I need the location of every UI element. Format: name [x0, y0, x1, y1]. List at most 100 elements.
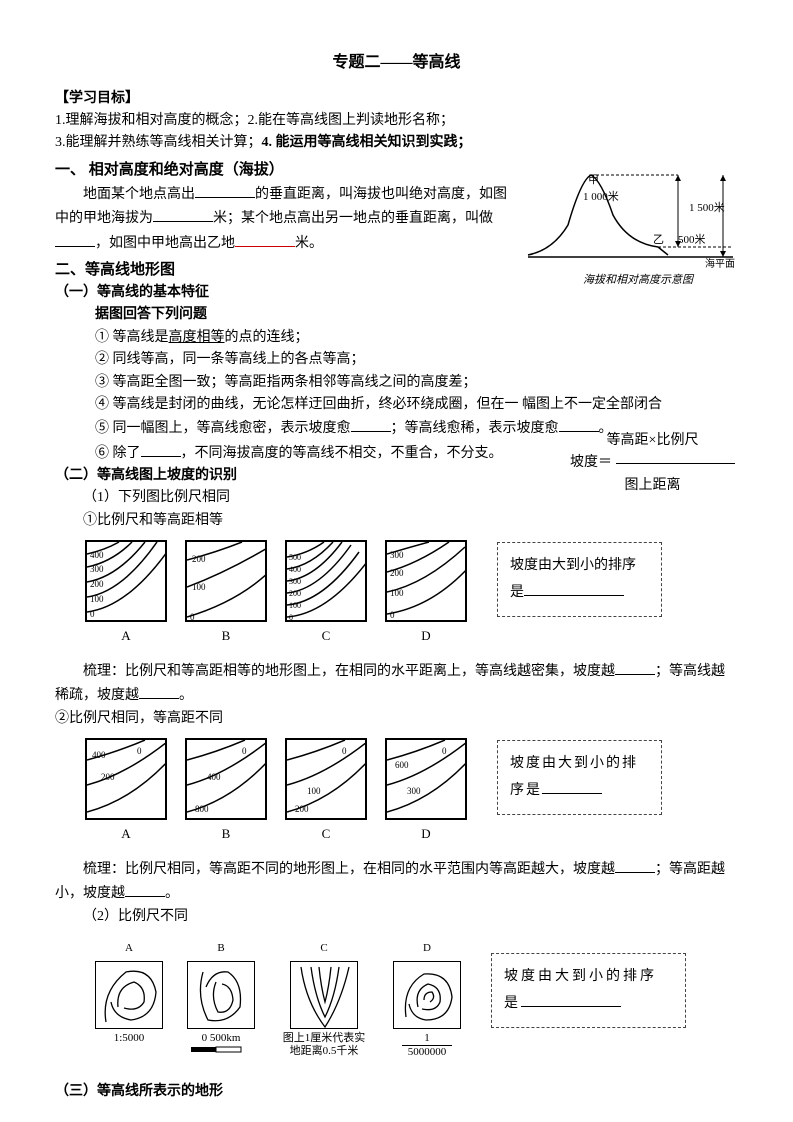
svg-text:0: 0	[289, 613, 293, 622]
s1-e: 米。	[295, 236, 323, 251]
c1a: 梳理：比例尺和等高距相等的地形图上，在相同的水平距离上，等高线越密集，坡度越	[83, 664, 615, 679]
formula-mid: 坡度＝	[570, 452, 612, 474]
c2c: 。	[165, 886, 179, 901]
sd-top: 1	[402, 1032, 452, 1046]
blank-3[interactable]	[55, 231, 95, 247]
svg-text:100: 100	[390, 588, 404, 598]
svg-text:100: 100	[289, 601, 301, 610]
map-1d-label: D	[421, 626, 430, 647]
sbt: 0 500km	[202, 1032, 241, 1044]
svg-text:0: 0	[442, 746, 447, 756]
li-4: ④ 等高线是封闭的曲线，无论怎样迂回曲折，终必环绕成圈，但在一 幅图上不一定全部…	[55, 394, 738, 416]
li1c: 的点的连线；	[225, 330, 309, 345]
svg-text:100: 100	[307, 786, 321, 796]
section-2-1-header: （一）等高线的基本特征	[55, 282, 511, 304]
blank-2[interactable]	[153, 206, 213, 222]
goal-line-2: 3.能理解并熟练等高线相关计算；4. 能运用等高线相关知识到实践；	[55, 132, 738, 154]
svg-text:200: 200	[192, 554, 206, 564]
s1-a: 地面某个地点高出	[83, 187, 195, 202]
s1-c: 米；某个地点高出另一地点的垂直距离，叫做	[213, 211, 493, 226]
map-1c: 0100200300400500	[285, 540, 367, 622]
svg-text:300: 300	[90, 564, 104, 574]
c2a: 梳理：比例尺相同，等高距不同的地形图上，在相同的水平范围内等高距越大，坡度越	[83, 862, 615, 877]
svg-text:0: 0	[190, 612, 195, 622]
blank-7[interactable]	[141, 441, 181, 457]
blank-ab3[interactable]	[521, 991, 621, 1007]
map-1c-label: C	[322, 626, 331, 647]
mountain-diagram: 1 000米 1 500米 500米 海平面 海拔和相对高度示意图 甲 乙	[523, 155, 738, 285]
svg-text:乙: 乙	[653, 233, 664, 246]
blank-ab2[interactable]	[542, 778, 602, 794]
blank-c2a[interactable]	[615, 857, 655, 873]
ab2-b: 序是	[510, 783, 542, 798]
sd-bot: 5000000	[402, 1046, 452, 1059]
blank-c2b[interactable]	[125, 881, 165, 897]
blank-ab1[interactable]	[524, 580, 624, 596]
map-2b-label: B	[222, 824, 231, 845]
svg-text:400: 400	[289, 565, 301, 574]
svg-text:400: 400	[90, 550, 104, 560]
scale-c-text: 图上1厘米代表实地距离0.5千米	[279, 1032, 369, 1058]
scale-map-d	[393, 961, 461, 1029]
svg-text:100: 100	[90, 594, 104, 604]
svg-text:0: 0	[137, 746, 142, 756]
map-2c: 0100200	[285, 738, 367, 820]
goal-2-a: 3.能理解并熟练等高线相关计算；	[55, 135, 262, 150]
svg-text:200: 200	[295, 804, 309, 814]
right-label: 1 500米	[689, 201, 725, 214]
section-2-header: 二、等高线地形图	[55, 258, 511, 282]
map-2d: 0300600	[385, 738, 467, 820]
svg-text:200: 200	[289, 589, 301, 598]
svg-text:400: 400	[92, 750, 106, 760]
slope-formula: 等高距×比例尺 坡度＝ 图上距离	[570, 430, 735, 497]
scale-c-letter: C	[320, 940, 327, 958]
svg-text:100: 100	[192, 582, 206, 592]
map-2a: 0200400	[85, 738, 167, 820]
scale-d-letter: D	[423, 940, 431, 958]
scale-d-text: 15000000	[402, 1032, 452, 1059]
li1a: ① 等高线是	[95, 330, 169, 345]
q1-2: ②比例尺相同，等高距不同	[55, 708, 738, 730]
svg-text:甲: 甲	[588, 174, 599, 186]
s1-d: ，如图中甲地高出乙地	[95, 236, 235, 251]
scale-map-c	[290, 961, 358, 1029]
svg-text:0: 0	[90, 609, 95, 619]
scale-map-b	[187, 961, 255, 1029]
goal-line-1: 1.理解海拔和相对高度的概念；2.能在等高线图上判读地形名称；	[55, 110, 738, 132]
svg-text:300: 300	[407, 786, 421, 796]
svg-text:300: 300	[390, 550, 404, 560]
svg-text:200: 200	[390, 568, 404, 578]
svg-text:500: 500	[289, 553, 301, 562]
blank-c1b[interactable]	[139, 683, 179, 699]
sea-label: 海平面	[705, 257, 735, 270]
svg-text:0: 0	[242, 746, 247, 756]
blank-c1a[interactable]	[615, 659, 655, 675]
li-1: ① 等高线是高度相等的点的连线；	[55, 327, 738, 349]
scale-b-text: 0 500km	[191, 1032, 251, 1058]
li6a: ⑥ 除了	[95, 446, 141, 461]
maps-row-2: 0200400A 0400800B 0100200C 0300600D	[85, 738, 467, 845]
scale-b-letter: B	[217, 940, 224, 958]
scale-a-text: 1:5000	[114, 1032, 145, 1045]
section-1-para: 地面某个地点高出的垂直距离，叫海拔也叫绝对高度，如图中的甲地海拔为米；某个地点高…	[55, 182, 511, 255]
answer-box-3: 坡度由大到小的排序是	[491, 953, 686, 1028]
goal-2-b: 4. 能运用等高线相关知识到实践；	[262, 135, 472, 150]
sec2-1-sub: 据图回答下列问题	[55, 304, 738, 326]
blank-4[interactable]	[235, 231, 295, 247]
section-1-header: 一、 相对高度和绝对高度（海拔）	[55, 158, 511, 182]
li1b: 高度相等	[169, 330, 225, 345]
section-2-3-header: （三）等高线所表示的地形	[55, 1081, 738, 1103]
q1-1: ①比例尺和等高距相等	[55, 510, 738, 532]
map-2a-label: A	[121, 824, 130, 845]
svg-text:800: 800	[195, 804, 209, 814]
mid-label: 500米	[678, 233, 706, 246]
comb-1: 梳理：比例尺和等高距相等的地形图上，在相同的水平距离上，等高线越密集，坡度越；等…	[55, 659, 738, 708]
map-2b: 0400800	[185, 738, 267, 820]
mountain-caption: 海拔和相对高度示意图	[583, 273, 695, 285]
li6b: ，不同海拔高度的等高线不相交，不重合，不分支。	[181, 446, 503, 461]
blank-1[interactable]	[195, 182, 255, 198]
scale-map-a	[95, 961, 163, 1029]
blank-5[interactable]	[351, 416, 391, 432]
learning-goal-header: 【学习目标】	[55, 88, 738, 110]
comb-2: 梳理：比例尺相同，等高距不同的地形图上，在相同的水平范围内等高距越大，坡度越；等…	[55, 857, 738, 906]
